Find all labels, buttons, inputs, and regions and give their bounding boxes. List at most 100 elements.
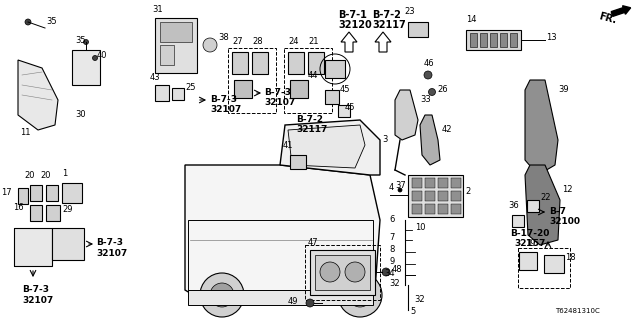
Bar xyxy=(512,215,524,227)
Bar xyxy=(155,85,169,101)
Circle shape xyxy=(338,273,382,317)
Text: 7: 7 xyxy=(390,234,395,243)
Text: 20: 20 xyxy=(25,171,35,180)
Text: 47: 47 xyxy=(308,238,319,247)
Bar xyxy=(188,220,373,290)
Text: 26: 26 xyxy=(437,85,447,94)
Text: 17: 17 xyxy=(1,188,12,197)
FancyArrow shape xyxy=(611,6,630,16)
Bar xyxy=(305,245,380,300)
Bar xyxy=(408,22,428,37)
Text: 33: 33 xyxy=(420,95,431,105)
Text: 21: 21 xyxy=(308,37,319,46)
Bar xyxy=(160,22,192,42)
Bar xyxy=(14,228,52,266)
Text: 34: 34 xyxy=(385,268,395,277)
Bar xyxy=(308,52,324,74)
Text: 32157: 32157 xyxy=(514,239,545,248)
Polygon shape xyxy=(341,32,357,52)
Circle shape xyxy=(93,55,97,60)
Text: 2: 2 xyxy=(465,188,470,196)
Text: 35: 35 xyxy=(46,18,56,27)
Polygon shape xyxy=(288,125,365,168)
Text: 40: 40 xyxy=(97,51,108,60)
Text: 5: 5 xyxy=(410,308,415,316)
Polygon shape xyxy=(525,80,558,175)
Bar xyxy=(18,188,28,204)
Bar xyxy=(338,105,350,117)
Bar xyxy=(412,191,422,201)
Bar xyxy=(325,90,339,104)
Text: 32107: 32107 xyxy=(22,296,53,305)
Text: 36: 36 xyxy=(508,201,519,210)
Bar xyxy=(425,204,435,214)
Text: 32117: 32117 xyxy=(372,20,406,30)
Text: 6: 6 xyxy=(390,215,395,225)
Polygon shape xyxy=(395,90,418,140)
Text: 1: 1 xyxy=(62,169,67,178)
Bar xyxy=(30,185,42,201)
Text: 16: 16 xyxy=(13,204,24,212)
Text: 13: 13 xyxy=(546,34,557,43)
Circle shape xyxy=(424,71,432,79)
Bar xyxy=(284,48,332,113)
Bar xyxy=(544,255,564,273)
Text: 32: 32 xyxy=(389,278,400,287)
Bar xyxy=(490,33,497,47)
Bar xyxy=(325,60,345,78)
Bar xyxy=(412,178,422,188)
Circle shape xyxy=(345,262,365,282)
Circle shape xyxy=(382,268,390,276)
Circle shape xyxy=(210,283,234,307)
Bar xyxy=(438,178,448,188)
Text: 42: 42 xyxy=(442,125,452,134)
Text: 28: 28 xyxy=(252,37,262,46)
Text: 45: 45 xyxy=(345,102,355,111)
Text: 48: 48 xyxy=(392,266,403,275)
Bar xyxy=(155,18,197,73)
Text: 44: 44 xyxy=(308,71,319,81)
Circle shape xyxy=(25,19,31,25)
Text: B-7: B-7 xyxy=(549,207,566,216)
Text: 35: 35 xyxy=(75,36,86,45)
Text: 19: 19 xyxy=(525,239,536,248)
Bar xyxy=(232,52,248,74)
Bar xyxy=(315,255,370,290)
Bar xyxy=(412,204,422,214)
Bar xyxy=(72,50,100,85)
Bar xyxy=(408,175,463,217)
Polygon shape xyxy=(375,32,391,52)
Text: 32107: 32107 xyxy=(264,98,295,107)
Text: B-7-3: B-7-3 xyxy=(22,285,49,294)
Text: 30: 30 xyxy=(75,110,86,119)
Bar xyxy=(46,205,60,221)
Bar xyxy=(510,33,517,47)
Bar xyxy=(290,155,306,169)
Bar xyxy=(46,185,58,201)
Bar xyxy=(425,178,435,188)
Bar xyxy=(425,191,435,201)
Text: 20: 20 xyxy=(41,171,51,180)
Text: 32120: 32120 xyxy=(338,20,372,30)
Text: 24: 24 xyxy=(288,37,298,46)
Text: 32117: 32117 xyxy=(296,125,328,134)
Circle shape xyxy=(348,283,372,307)
Text: 3: 3 xyxy=(383,135,388,145)
Bar xyxy=(188,290,373,305)
Polygon shape xyxy=(420,115,440,165)
Text: 43: 43 xyxy=(150,73,161,82)
Text: 41: 41 xyxy=(283,141,294,150)
Text: FR.: FR. xyxy=(598,11,618,25)
Polygon shape xyxy=(525,165,560,245)
Text: 10: 10 xyxy=(415,223,426,233)
Text: 49: 49 xyxy=(287,298,298,307)
Circle shape xyxy=(83,39,88,44)
Bar xyxy=(438,204,448,214)
Bar xyxy=(228,48,276,113)
Text: 14: 14 xyxy=(466,15,477,24)
Bar xyxy=(30,205,42,221)
Bar xyxy=(310,250,375,295)
Text: B-17-20: B-17-20 xyxy=(510,229,549,238)
Circle shape xyxy=(203,38,217,52)
Bar xyxy=(234,80,252,98)
